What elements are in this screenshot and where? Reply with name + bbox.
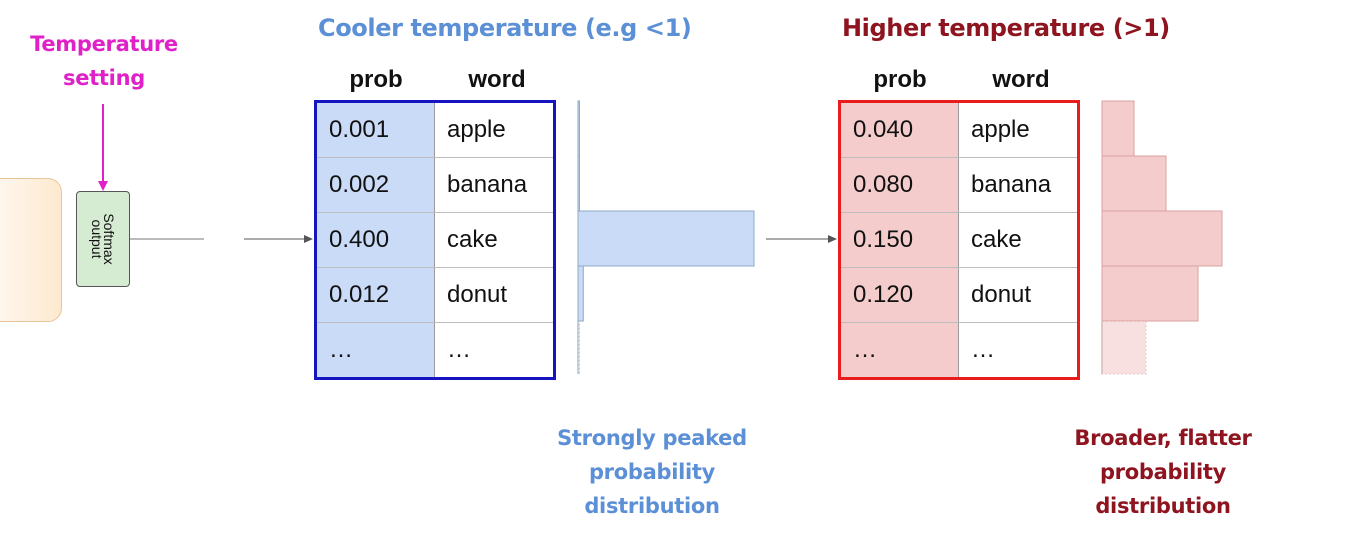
cool-distribution-chart (577, 100, 755, 375)
word-cell: banana (447, 171, 528, 198)
hot-bar-cake (1101, 210, 1223, 267)
prob-cell: 0.120 (841, 268, 959, 322)
table-row: 0.012 donut (317, 268, 553, 323)
prob-cell: 0.080 (841, 158, 959, 212)
hot-bar-banana (1101, 155, 1167, 212)
softmax-output-label: Softmax output (89, 193, 117, 285)
high-temperature-title: Higher temperature (>1) (842, 14, 1170, 42)
word-cell: cake (971, 226, 1022, 253)
word-cell: … (971, 336, 995, 363)
previous-layer-box (0, 178, 62, 322)
table-row: 0.040 apple (841, 103, 1077, 158)
word-cell: cake (447, 226, 498, 253)
temperature-setting-label: Temperature setting (20, 27, 188, 95)
hot-caption-line2: probability (1099, 460, 1227, 484)
temperature-label-line2: setting (63, 66, 145, 90)
table-row: 0.002 banana (317, 158, 553, 213)
cool-distribution-caption: Strongly peaked probability distribution (540, 421, 764, 523)
hot-bar-more (1101, 320, 1147, 375)
table-row: 0.120 donut (841, 268, 1077, 323)
cool-bar-donut (577, 265, 584, 322)
word-cell: apple (971, 116, 1030, 143)
cool-caption-line2: probability (588, 460, 716, 484)
table-row: 0.001 apple (317, 103, 553, 158)
word-cell: … (447, 336, 471, 363)
cool-bar-banana (577, 155, 580, 212)
cool-bar-cake (577, 210, 755, 267)
prob-cell: 0.002 (317, 158, 435, 212)
hot-bar-apple (1101, 100, 1135, 157)
cool-temperature-title: Cooler temperature (e.g <1) (318, 14, 692, 42)
word-cell: donut (447, 281, 508, 308)
hot-bar-donut (1101, 265, 1199, 322)
cool-bar-more (577, 320, 580, 375)
hot-probability-table: 0.040 apple 0.080 banana 0.150 cake 0.12… (838, 100, 1080, 380)
hot-distribution-caption: Broader, flatter probability distributio… (1050, 421, 1276, 523)
hot-distribution-chart (1101, 100, 1223, 375)
cool-caption-line1: Strongly peaked (557, 426, 747, 450)
prob-cell: 0.400 (317, 213, 435, 267)
hot-prob-header: prob (873, 66, 927, 93)
prob-cell: … (841, 323, 959, 377)
cool-probability-table: 0.001 apple 0.002 banana 0.400 cake 0.01… (314, 100, 556, 380)
table-row: 0.400 cake (317, 213, 553, 268)
table-row: … … (841, 323, 1077, 377)
cool-bar-apple (577, 100, 580, 157)
word-cell: donut (971, 281, 1032, 308)
word-cell: apple (447, 116, 506, 143)
prob-cell: … (317, 323, 435, 377)
temperature-label-line1: Temperature (30, 32, 178, 56)
table-row: … … (317, 323, 553, 377)
word-cell: banana (971, 171, 1052, 198)
cool-caption-line3: distribution (584, 494, 720, 518)
cool-prob-header: prob (349, 66, 403, 93)
prob-cell: 0.040 (841, 103, 959, 157)
table-row: 0.150 cake (841, 213, 1077, 268)
hot-caption-line1: Broader, flatter (1074, 426, 1252, 450)
hot-word-header: word (992, 66, 1050, 93)
softmax-line2: output (89, 219, 105, 259)
softmax-output-box (76, 191, 130, 287)
cool-word-header: word (468, 66, 526, 93)
prob-cell: 0.012 (317, 268, 435, 322)
table-row: 0.080 banana (841, 158, 1077, 213)
prob-cell: 0.150 (841, 213, 959, 267)
hot-caption-line3: distribution (1095, 494, 1231, 518)
prob-cell: 0.001 (317, 103, 435, 157)
